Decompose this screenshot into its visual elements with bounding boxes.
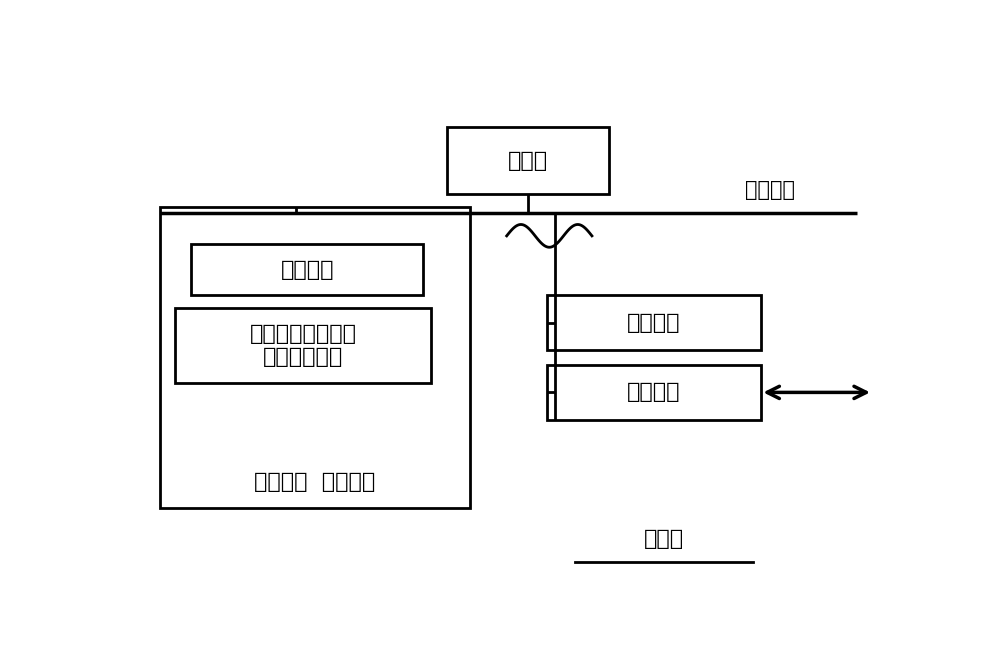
Text: 网络接口: 网络接口 [627,382,681,403]
Bar [160,208,470,507]
Text: 操作系统: 操作系统 [280,259,334,280]
Bar [547,296,761,349]
Bar [175,308,431,383]
Text: 内存储器: 内存储器 [627,312,681,333]
Text: 处理器: 处理器 [508,151,548,171]
Bar [547,366,761,419]
Text: 系统总线: 系统总线 [745,179,795,200]
Bar [191,244,423,296]
Text: 服务器: 服务器 [644,529,684,548]
Text: 兵乓球目标跟踪和
轨迹预测装置: 兵乓球目标跟踪和 轨迹预测装置 [250,324,357,368]
Bar [447,127,609,194]
Text: 非易失性  存储介质: 非易失性 存储介质 [254,472,376,492]
